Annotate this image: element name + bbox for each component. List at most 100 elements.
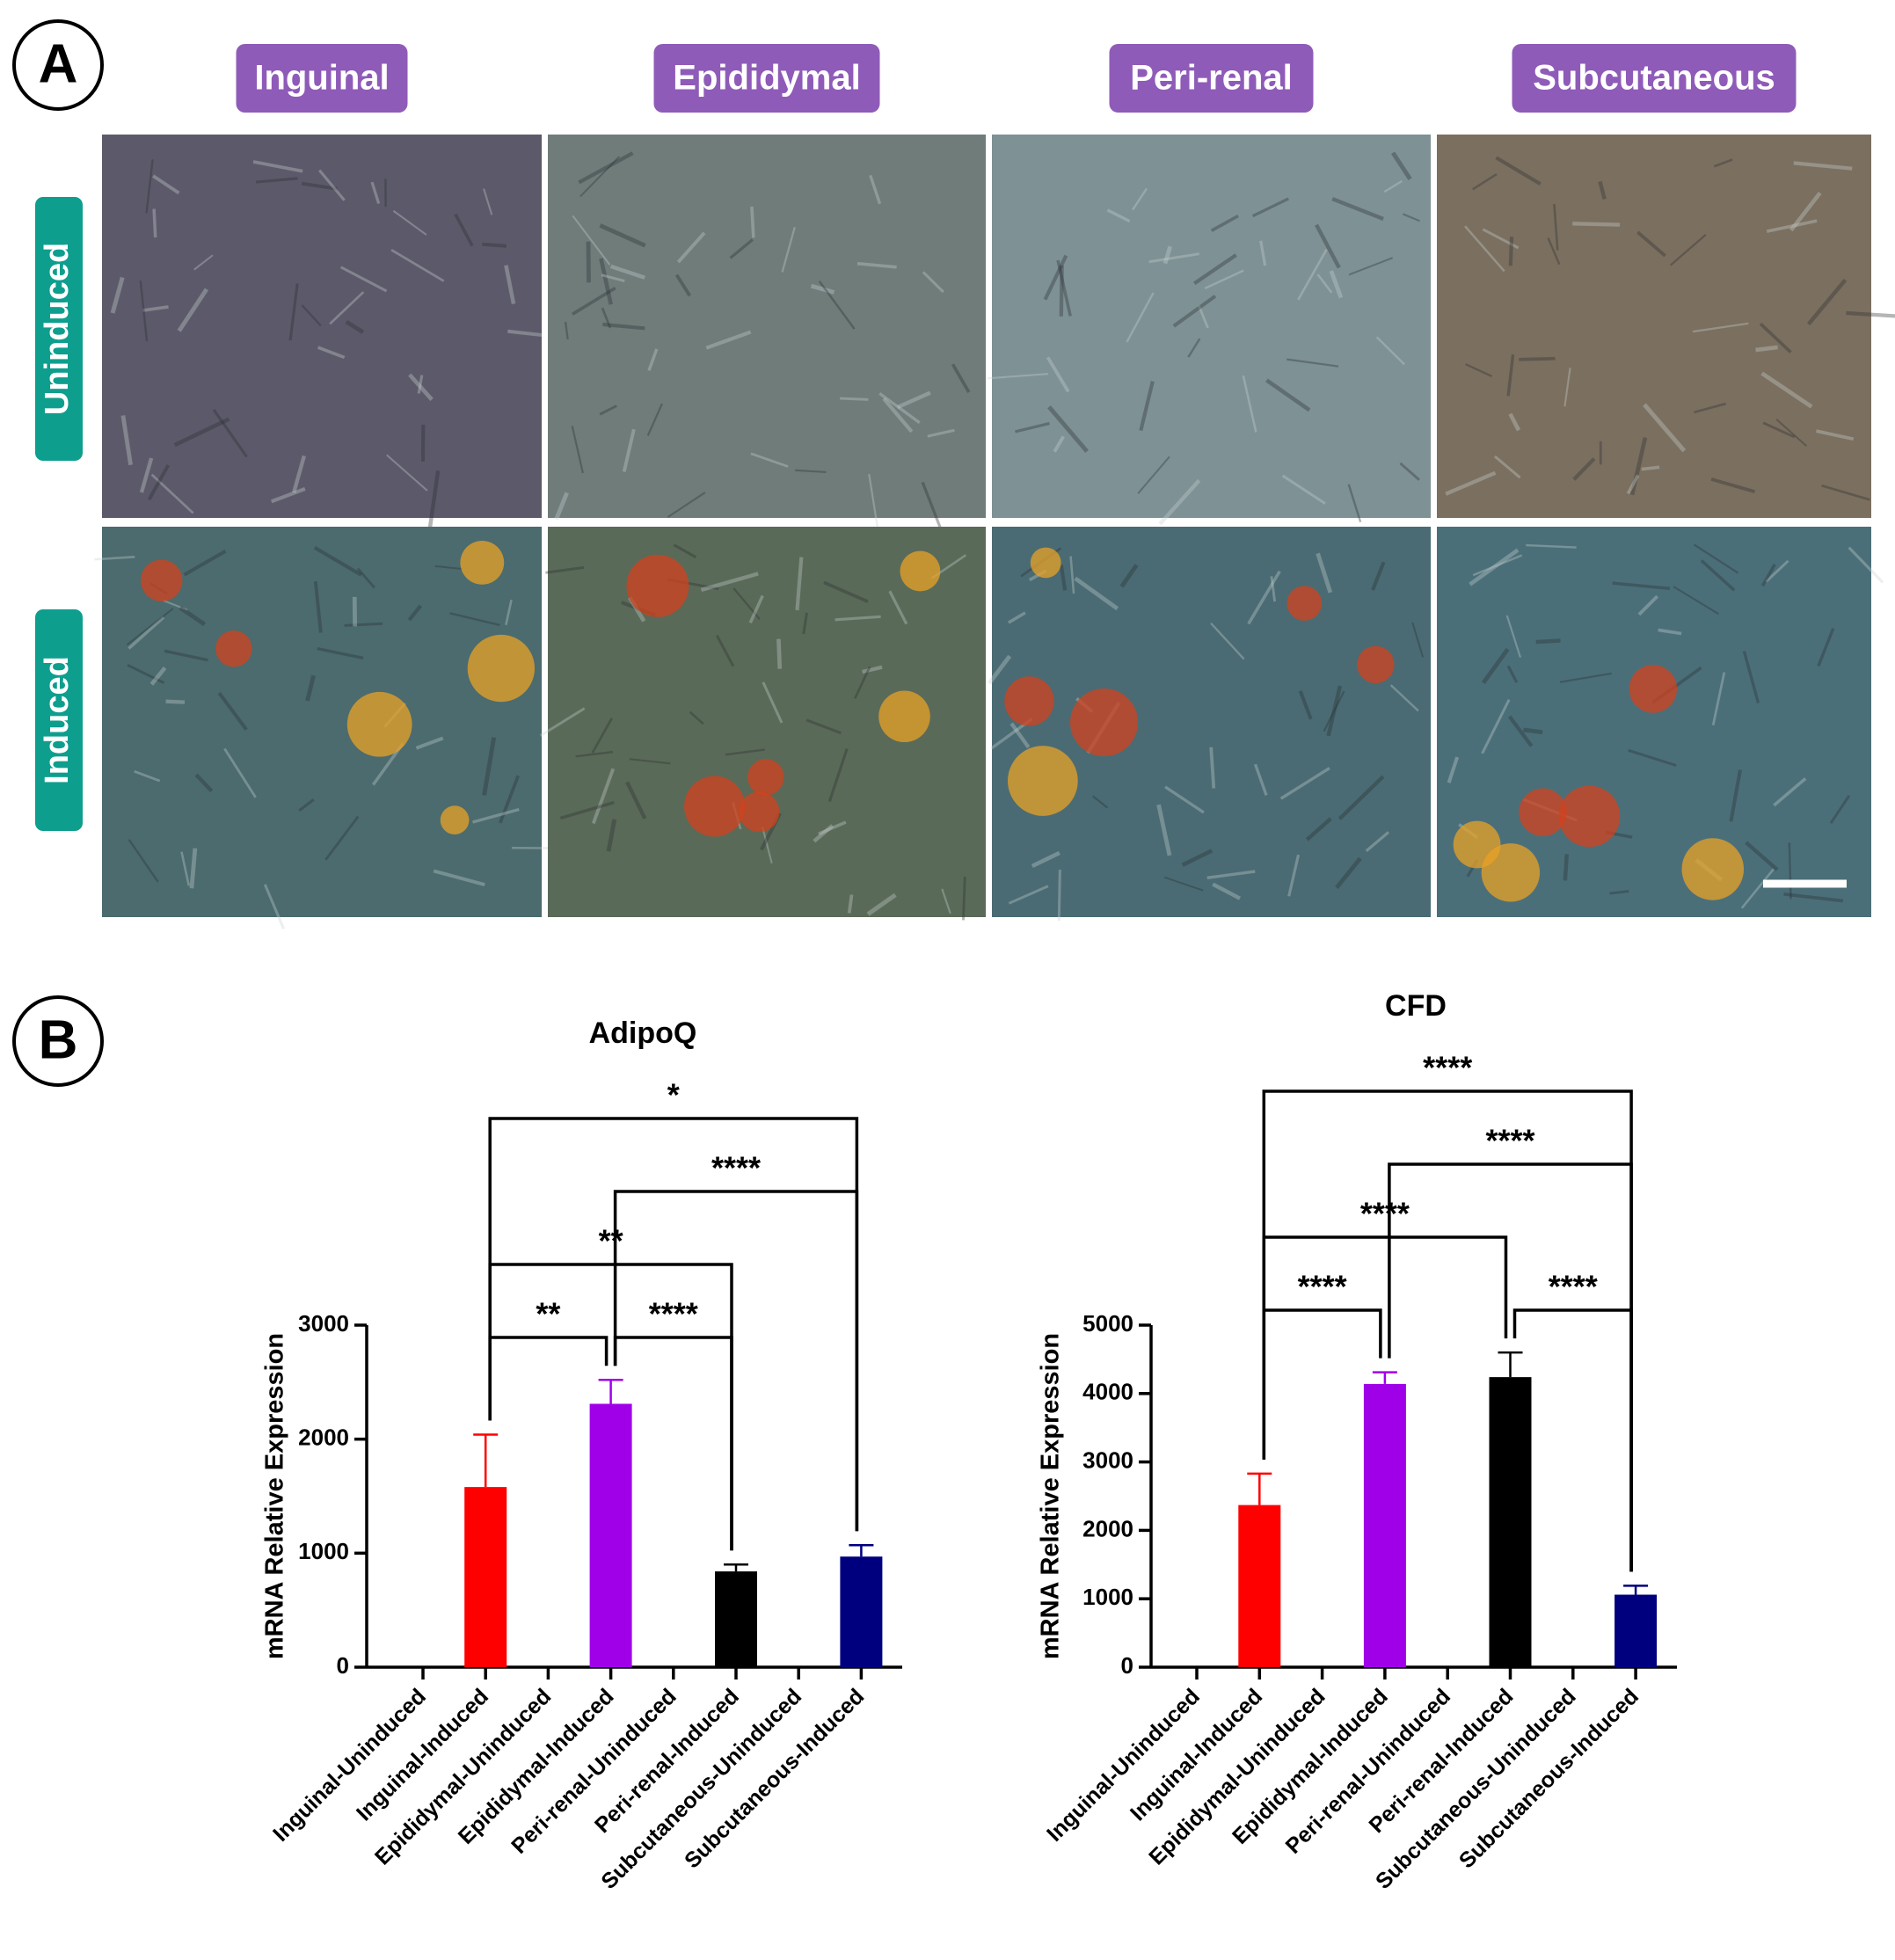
cell-texture	[1694, 402, 1726, 414]
error-bar	[1247, 1472, 1272, 1505]
cell-texture	[1015, 421, 1050, 434]
cell-texture	[988, 654, 1012, 685]
y-tick-label: 1000	[298, 1538, 349, 1564]
cell-texture	[1789, 192, 1822, 232]
cell-texture	[1817, 628, 1835, 667]
cell-texture	[1447, 756, 1460, 783]
cell-texture	[345, 319, 365, 334]
bar	[1614, 1594, 1658, 1667]
panel-badge	[12, 19, 104, 111]
cell-texture	[667, 492, 706, 518]
cell-texture	[1270, 576, 1277, 602]
cell-texture	[705, 330, 752, 350]
cell-texture	[1253, 763, 1268, 796]
micrograph	[992, 527, 1431, 917]
cell-texture	[1043, 254, 1068, 301]
cell-texture	[762, 827, 773, 863]
cell-texture	[223, 747, 257, 798]
cell-texture	[392, 209, 427, 236]
cell-texture	[1390, 151, 1412, 180]
cell-texture	[554, 492, 569, 521]
cell-texture	[127, 664, 165, 684]
cell-texture	[1465, 363, 1493, 378]
cell-texture	[1658, 628, 1682, 636]
cell-texture	[408, 373, 434, 401]
cell-texture	[1829, 794, 1851, 824]
cell-texture	[1204, 269, 1244, 290]
cell-texture	[263, 884, 285, 929]
cell-texture	[606, 819, 617, 852]
cell-texture	[1156, 804, 1172, 856]
cell-texture	[1323, 690, 1345, 732]
cell-texture	[298, 798, 315, 812]
cell-texture	[1158, 478, 1201, 526]
cell-texture	[941, 888, 951, 914]
row-label: Uninduced	[39, 243, 76, 415]
cell-texture	[1137, 455, 1170, 494]
cell-texture	[776, 638, 783, 669]
cell-texture	[1553, 203, 1559, 251]
panel-badge	[12, 995, 104, 1087]
y-tick-label: 4000	[1082, 1379, 1133, 1405]
cell-texture	[344, 622, 383, 627]
cell-texture	[356, 567, 375, 589]
row-label-box	[35, 609, 83, 831]
cell-texture	[729, 238, 754, 259]
significance-bracket	[1262, 1308, 1382, 1460]
cell-texture	[1210, 622, 1245, 660]
error-bar	[1372, 1371, 1397, 1384]
cell-texture	[1335, 856, 1362, 889]
cell-texture	[252, 160, 303, 173]
cell-texture	[853, 666, 871, 699]
cell-texture	[1326, 685, 1343, 737]
cell-texture	[1775, 419, 1807, 447]
cell-texture	[1046, 356, 1070, 393]
cell-texture	[1286, 358, 1339, 368]
cell-texture	[762, 681, 784, 724]
cell-texture	[1298, 690, 1313, 720]
bar	[589, 1403, 632, 1667]
cell-texture	[1242, 375, 1257, 433]
lipid-droplet	[900, 550, 941, 592]
cell-texture	[927, 428, 955, 438]
significance-label: ****	[649, 1296, 698, 1332]
cell-texture	[835, 615, 881, 622]
cell-texture	[602, 322, 645, 331]
cell-texture	[1251, 197, 1290, 218]
cell-texture	[1506, 353, 1515, 397]
cell-texture	[827, 747, 849, 803]
cell-texture	[255, 177, 298, 184]
cell-texture	[499, 775, 521, 824]
cell-texture	[1572, 222, 1621, 227]
cell-texture	[1793, 161, 1853, 171]
cell-texture	[1572, 457, 1596, 481]
cell-texture	[795, 557, 804, 611]
micrograph	[992, 135, 1431, 518]
cell-texture	[1371, 561, 1386, 591]
cell-texture	[1126, 292, 1155, 343]
cell-texture	[407, 604, 423, 622]
significance-label: **	[536, 1296, 560, 1332]
cell-texture	[1846, 310, 1895, 318]
cell-texture	[1212, 882, 1242, 900]
cell-texture	[1673, 586, 1720, 616]
column-header-box	[1512, 44, 1797, 113]
cell-texture	[987, 373, 1049, 380]
cell-texture	[856, 261, 897, 269]
chart-title: CFD	[1385, 989, 1447, 1023]
cell-texture	[145, 159, 154, 214]
cell-texture	[1742, 650, 1760, 704]
lipid-droplet	[1030, 547, 1061, 579]
cell-texture	[599, 404, 617, 416]
cell-texture	[1710, 477, 1756, 493]
cell-texture	[212, 409, 248, 458]
cell-texture	[449, 612, 500, 626]
significance-bracket	[613, 1190, 859, 1532]
error-bar	[1623, 1585, 1649, 1595]
cell-texture	[94, 556, 135, 561]
cell-texture	[1505, 615, 1522, 659]
column-header-box	[1109, 44, 1314, 113]
cell-texture	[1547, 237, 1561, 266]
error-bar	[849, 1544, 874, 1557]
cell-texture	[1760, 371, 1813, 409]
